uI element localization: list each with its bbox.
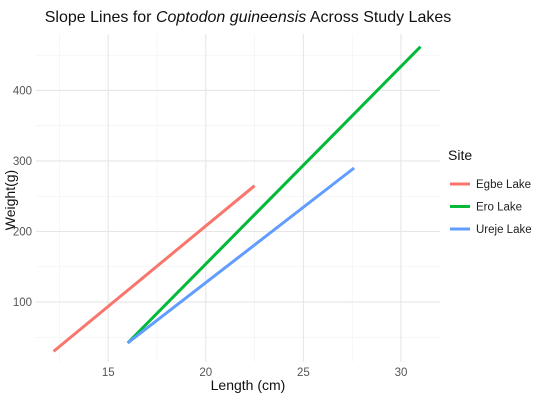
legend: Site Egbe Lake Ero Lake Ureje Lake (448, 147, 532, 236)
series-line (126, 45, 422, 345)
y-tick-label: 100 (13, 297, 32, 309)
chart-title-part: Across Study Lakes (306, 9, 451, 26)
y-tick-label: 300 (13, 156, 32, 168)
x-axis-title: Length (cm) (211, 377, 286, 393)
x-tick-label: 30 (395, 367, 408, 379)
x-tick-label: 20 (199, 367, 212, 379)
series-line (52, 184, 256, 353)
chart-title: Slope Lines for Coptodon guineensis Acro… (45, 9, 452, 26)
series-lines (52, 45, 422, 353)
x-axis-tick-labels: 15 20 25 30 (102, 367, 408, 379)
y-axis-tick-labels: 100 200 300 400 (13, 85, 32, 309)
y-axis-title: Weight(g) (2, 170, 18, 230)
legend-label: Ero Lake (476, 202, 522, 214)
y-tick-label: 200 (13, 227, 32, 239)
y-tick-label: 400 (13, 85, 32, 97)
legend-title: Site (448, 147, 472, 163)
chart-title-part: Coptodon guineensis (156, 9, 306, 26)
chart-title-part: Slope Lines for (45, 9, 156, 26)
legend-label: Ureje Lake (476, 224, 532, 236)
plot-panel (36, 34, 440, 362)
series-line (126, 166, 356, 345)
x-tick-label: 15 (102, 367, 115, 379)
x-tick-label: 25 (297, 367, 310, 379)
legend-label: Egbe Lake (476, 179, 531, 191)
